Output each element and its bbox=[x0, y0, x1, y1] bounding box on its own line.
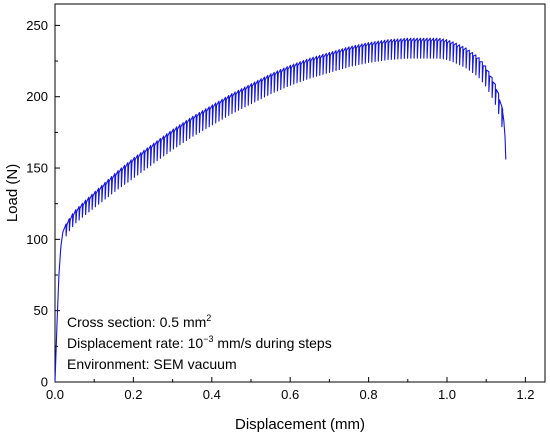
x-tick-label: 1.0 bbox=[438, 387, 456, 402]
annotation-displacement-rate: Displacement rate: 10−3 mm/s during step… bbox=[67, 334, 332, 351]
y-axis-ticks: 0 50 100 150 200 250 bbox=[26, 18, 60, 390]
x-tick-label: 0.4 bbox=[203, 387, 221, 402]
x-tick-label: 0.2 bbox=[124, 387, 142, 402]
y-tick-label: 100 bbox=[26, 232, 48, 247]
x-axis-title: Displacement (mm) bbox=[235, 416, 365, 433]
y-tick-label: 0 bbox=[41, 375, 48, 390]
y-tick-label: 50 bbox=[34, 303, 48, 318]
x-axis-ticks: 0.0 0.2 0.4 0.6 0.8 1.0 1.2 bbox=[46, 377, 534, 402]
series-layer bbox=[54, 37, 507, 383]
annotation-environment: Environment: SEM vacuum bbox=[67, 356, 237, 372]
y-tick-label: 250 bbox=[26, 18, 48, 33]
annotation-box: Cross section: 0.5 mm2 Displacement rate… bbox=[67, 313, 332, 372]
x-tick-label: 0.6 bbox=[281, 387, 299, 402]
load-curve-line bbox=[54, 37, 507, 383]
x-tick-label: 1.2 bbox=[516, 387, 534, 402]
y-tick-label: 150 bbox=[26, 161, 48, 176]
annotation-cross-section: Cross section: 0.5 mm2 bbox=[67, 313, 211, 330]
y-tick-label: 200 bbox=[26, 89, 48, 104]
plot-frame bbox=[54, 3, 546, 383]
y-axis-title: Load (N) bbox=[4, 164, 21, 222]
x-tick-label: 0.8 bbox=[360, 387, 378, 402]
x-tick-label: 0.0 bbox=[46, 387, 64, 402]
